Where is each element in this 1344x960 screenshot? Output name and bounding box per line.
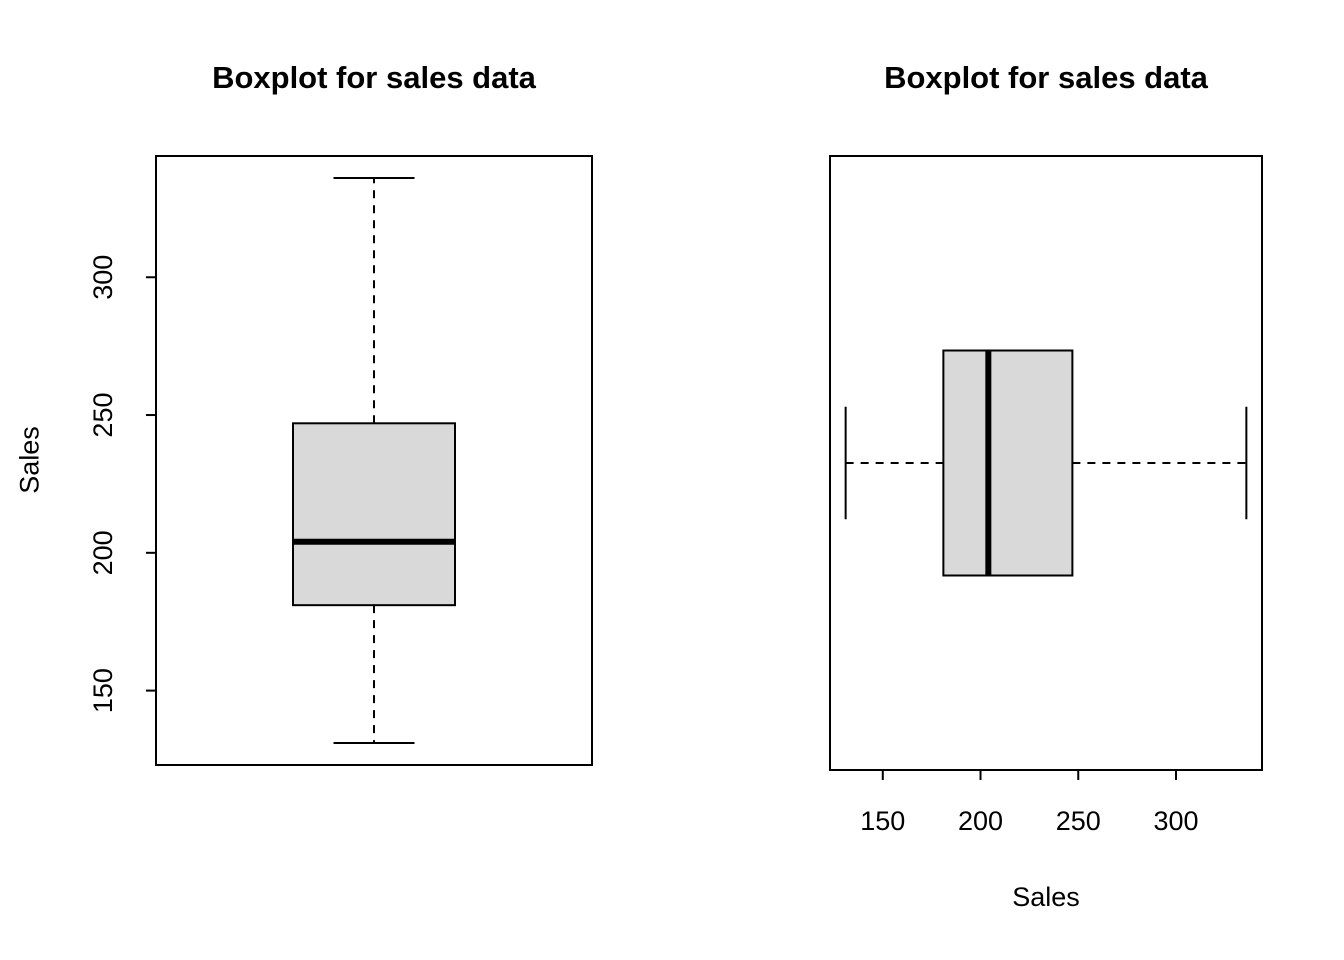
- plot-frame: [829, 155, 1263, 771]
- x-axis-tick-label: 250: [1056, 806, 1101, 836]
- y-axis-tick-label: 300: [88, 255, 118, 300]
- y-axis-tick-label: 200: [88, 530, 118, 575]
- chart-title-left: Boxplot for sales data: [212, 60, 536, 95]
- plot-frame: [155, 155, 593, 766]
- x-axis-tick-label: 150: [860, 806, 905, 836]
- box: [292, 422, 456, 607]
- x-axis-tick-label: 300: [1153, 806, 1198, 836]
- y-axis-label-left: Sales: [14, 426, 45, 494]
- chart-title-right: Boxplot for sales data: [884, 60, 1208, 95]
- y-axis-tick-label: 250: [88, 393, 118, 438]
- box: [942, 349, 1074, 577]
- x-axis-tick-label: 200: [958, 806, 1003, 836]
- y-axis-tick-label: 150: [88, 668, 118, 713]
- x-axis-label-right: Sales: [1012, 882, 1080, 912]
